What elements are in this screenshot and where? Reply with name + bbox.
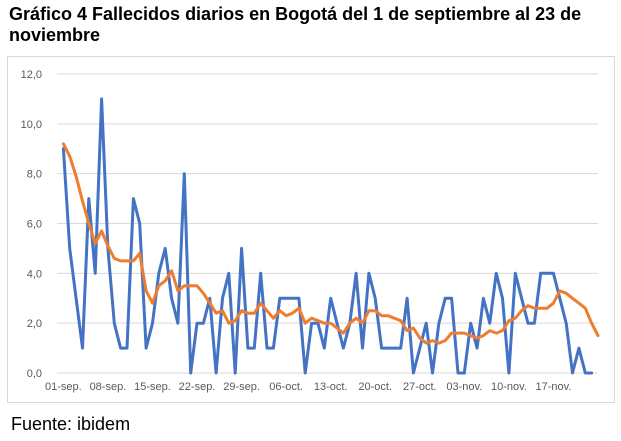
x-tick-label: 08-sep. — [90, 381, 127, 393]
x-tick-label: 17-nov. — [536, 381, 572, 393]
x-tick-label: 27-oct. — [403, 381, 437, 393]
y-tick-label: 0,0 — [27, 368, 42, 380]
source-note: Fuente: ibidem — [11, 414, 131, 434]
y-tick-label: 2,0 — [27, 318, 42, 330]
x-tick-label: 03-nov. — [446, 381, 482, 393]
y-tick-label: 6,0 — [27, 219, 42, 231]
y-tick-label: 10,0 — [21, 119, 42, 131]
chart-title: Gráfico 4 Fallecidos diarios en Bogotá d… — [9, 4, 582, 45]
x-tick-label: 10-nov. — [491, 381, 527, 393]
x-tick-label: 15-sep. — [134, 381, 171, 393]
chart-area: 0,0 2,0 4,0 6,0 8,0 10,0 12,0 01-sep. 08-sep. 15-… — [7, 56, 615, 403]
line-chart: 0,0 2,0 4,0 6,0 8,0 10,0 12,0 01-sep. 08-sep. 15-… — [21, 69, 600, 393]
x-tick-label: 22-sep. — [179, 381, 216, 393]
x-tick-label: 06-oct. — [269, 381, 303, 393]
x-tick-label: 01-sep. — [45, 381, 82, 393]
y-tick-label: 4,0 — [27, 268, 42, 280]
average-line — [61, 142, 600, 345]
x-tick-label: 20-oct. — [358, 381, 392, 393]
daily-deaths-line — [61, 97, 594, 375]
x-tick-label: 29-sep. — [223, 381, 260, 393]
x-tick-label: 13-oct. — [314, 381, 348, 393]
y-tick-label: 12,0 — [21, 69, 42, 81]
y-tick-label: 8,0 — [27, 169, 42, 181]
